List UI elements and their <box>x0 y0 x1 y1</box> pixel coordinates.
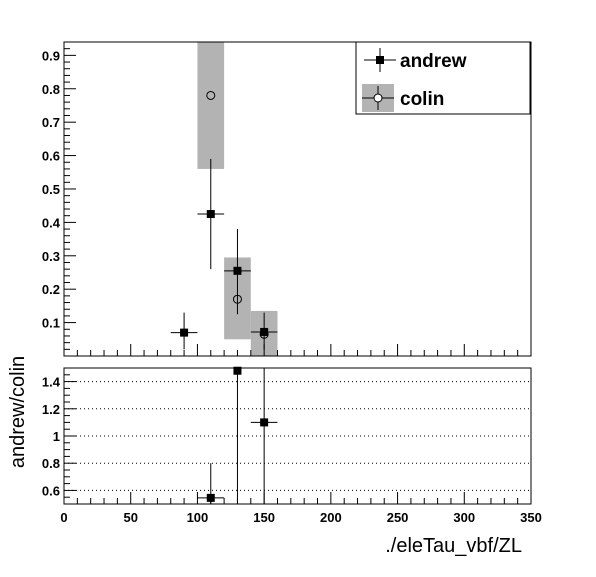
ratio-plot-panel: 0 50 100 150 200 250 300 350 0.6 0.8 1 1.2 1.4 <box>42 366 542 525</box>
legend-colin-label: colin <box>400 89 444 110</box>
top-plot-frame <box>63 41 532 357</box>
x-tick-label: 200 <box>320 510 342 525</box>
ratio-y-tick-label: 0.8 <box>42 456 60 471</box>
y-tick-label: 0.9 <box>42 48 60 63</box>
legend-entry-colin: colin <box>362 84 444 112</box>
x-tick-label: 350 <box>520 510 542 525</box>
ratio-point <box>233 366 242 375</box>
legend-andrew-marker <box>376 56 384 64</box>
y-tick-label: 0.3 <box>42 249 60 264</box>
ratio-y-tick-label: 1.4 <box>42 375 61 390</box>
top-plot-panel: 0.1 0.2 0.3 0.4 0.5 0.6 0.7 0.8 0.9 <box>42 41 532 357</box>
y-tick-label: 0.2 <box>42 282 60 297</box>
andrew-point <box>260 327 269 336</box>
top-x-ticks <box>63 344 532 356</box>
colin-point <box>206 90 216 100</box>
y-tick-label: 0.8 <box>42 82 60 97</box>
y-tick-label: 0.1 <box>42 316 60 331</box>
y-tick-label: 0.5 <box>42 182 60 197</box>
ratio-y-tick-label: 1 <box>53 429 60 444</box>
x-axis-title: ./eleTau_vbf/ZL <box>385 535 522 557</box>
y-tick-label: 0.7 <box>42 115 60 130</box>
colin-error-band <box>197 42 225 169</box>
colin-point <box>232 294 242 304</box>
y-tick-label: 0.4 <box>42 215 61 230</box>
top-y-tick-labels: 0.1 0.2 0.3 0.4 0.5 0.6 0.7 0.8 0.9 <box>42 48 61 330</box>
legend: andrew colin <box>355 41 531 115</box>
andrew-point <box>206 210 215 219</box>
x-tick-label: 100 <box>187 510 209 525</box>
andrew-point <box>233 266 242 275</box>
ratio-point <box>260 418 269 427</box>
x-tick-label: 300 <box>453 510 475 525</box>
ratio-point <box>206 493 215 502</box>
ratio-x-tick-labels: 0 50 100 150 200 250 300 350 <box>60 510 541 525</box>
ratio-y-axis-title: andrew/colin <box>7 356 29 468</box>
x-tick-label: 250 <box>387 510 409 525</box>
legend-andrew-label: andrew <box>400 51 467 72</box>
colin-point <box>259 329 269 339</box>
x-tick-label: 150 <box>253 510 275 525</box>
legend-colin-marker <box>373 93 383 103</box>
x-tick-label: 0 <box>60 510 67 525</box>
x-tick-label: 50 <box>123 510 137 525</box>
colin-series <box>206 90 269 339</box>
ratio-y-tick-label: 1.2 <box>42 402 60 417</box>
y-tick-label: 0.6 <box>42 149 60 164</box>
andrew-point <box>180 328 189 337</box>
ratio-y-tick-labels: 0.6 0.8 1 1.2 1.4 <box>42 375 61 499</box>
top-y-ticks <box>64 48 76 350</box>
ratio-y-ticks <box>64 367 76 505</box>
ratio-y-tick-label: 0.6 <box>42 483 60 498</box>
legend-entry-andrew: andrew <box>364 48 467 72</box>
andrew-series <box>170 158 278 350</box>
ratio-x-ticks <box>63 492 532 504</box>
ratio-series <box>197 366 278 504</box>
